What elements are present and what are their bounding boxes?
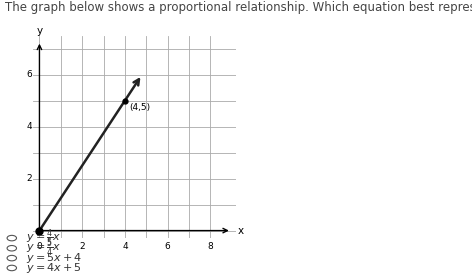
- Text: 2: 2: [26, 174, 32, 183]
- Text: $y = 4x + 5$: $y = 4x + 5$: [26, 261, 82, 274]
- Text: $y = \frac{4}{5}x$: $y = \frac{4}{5}x$: [26, 227, 61, 249]
- Text: x: x: [238, 226, 244, 236]
- Text: 8: 8: [208, 242, 213, 251]
- Text: The graph below shows a proportional relationship. Which equation best represent: The graph below shows a proportional rel…: [5, 1, 472, 14]
- Text: 6: 6: [165, 242, 170, 251]
- Text: 0: 0: [36, 242, 42, 251]
- Text: 2: 2: [79, 242, 85, 251]
- Text: $y = \frac{5}{4}x$: $y = \frac{5}{4}x$: [26, 238, 61, 259]
- Text: $y = 5x + 4$: $y = 5x + 4$: [26, 251, 82, 265]
- Text: (4,5): (4,5): [129, 103, 150, 112]
- Text: 6: 6: [26, 70, 32, 79]
- Text: y: y: [36, 26, 42, 36]
- Text: 4: 4: [122, 242, 128, 251]
- Text: 4: 4: [26, 122, 32, 131]
